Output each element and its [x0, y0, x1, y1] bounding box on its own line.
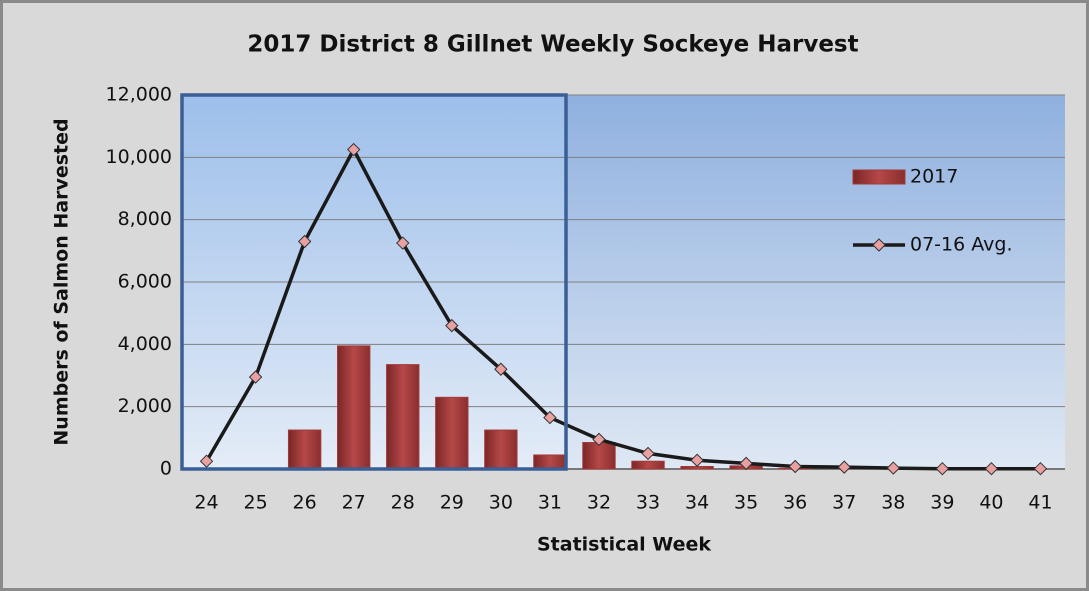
marker — [592, 432, 606, 447]
marker — [1033, 461, 1048, 476]
marker — [543, 410, 557, 425]
x-tick-label: 38 — [881, 492, 905, 514]
x-tick-label: 25 — [243, 492, 267, 514]
x-tick-label: 37 — [832, 492, 856, 514]
marker — [837, 460, 851, 474]
marker — [346, 142, 361, 157]
marker — [739, 456, 753, 471]
bar — [287, 429, 322, 470]
x-tick-label: 26 — [293, 492, 317, 514]
x-tick-label: 32 — [587, 492, 611, 514]
y-tick-label: 12,000 — [106, 84, 172, 106]
y-tick-label: 8,000 — [118, 208, 172, 230]
marker — [248, 370, 263, 384]
x-tick-label: 31 — [538, 492, 562, 514]
x-tick-label: 39 — [930, 492, 954, 514]
marker — [297, 234, 312, 249]
marker — [396, 236, 410, 250]
x-tick-label: 33 — [636, 492, 660, 514]
bar — [582, 442, 616, 470]
bar — [484, 429, 518, 470]
chart-title: 2017 District 8 Gillnet Weekly Sockeye H… — [247, 32, 858, 58]
line — [205, 145, 1041, 471]
x-tick-label: 30 — [489, 492, 513, 514]
x-axis-title: Statistical Week — [537, 534, 711, 556]
x-tick-label: 34 — [685, 492, 709, 514]
x-tick-label: 29 — [440, 492, 464, 514]
x-tick-label: 27 — [342, 492, 366, 514]
marker — [494, 362, 508, 376]
y-tick-label: 2,000 — [118, 395, 172, 417]
marker — [199, 454, 214, 468]
bar — [337, 345, 371, 470]
bar — [386, 364, 420, 470]
y-axis-title: Numbers of Salmon Harvested — [51, 118, 73, 445]
legend-label: 07-16 Avg. — [910, 234, 1012, 256]
legend-swatch — [852, 169, 906, 185]
bar — [631, 460, 665, 470]
marker — [886, 461, 901, 475]
marker — [984, 461, 999, 476]
marker — [690, 453, 704, 467]
y-tick-label: 4,000 — [118, 333, 172, 355]
y-tick-label: 10,000 — [106, 146, 172, 168]
x-tick-label: 41 — [1028, 492, 1052, 514]
bar — [435, 396, 469, 470]
y-tick-label: 0 — [160, 458, 172, 480]
x-tick-label: 40 — [979, 492, 1003, 514]
highlight-border — [180, 93, 568, 471]
x-tick-label: 35 — [734, 492, 758, 514]
marker — [935, 461, 950, 476]
legend-marker — [872, 238, 886, 252]
x-tick-label: 24 — [194, 492, 218, 514]
marker — [788, 459, 802, 474]
marker — [641, 446, 655, 461]
bar — [533, 454, 567, 470]
x-tick-label: 28 — [391, 492, 415, 514]
legend-label: 2017 — [910, 166, 958, 188]
y-tick-label: 6,000 — [118, 271, 172, 293]
x-tick-label: 36 — [783, 492, 807, 514]
marker — [445, 318, 459, 333]
